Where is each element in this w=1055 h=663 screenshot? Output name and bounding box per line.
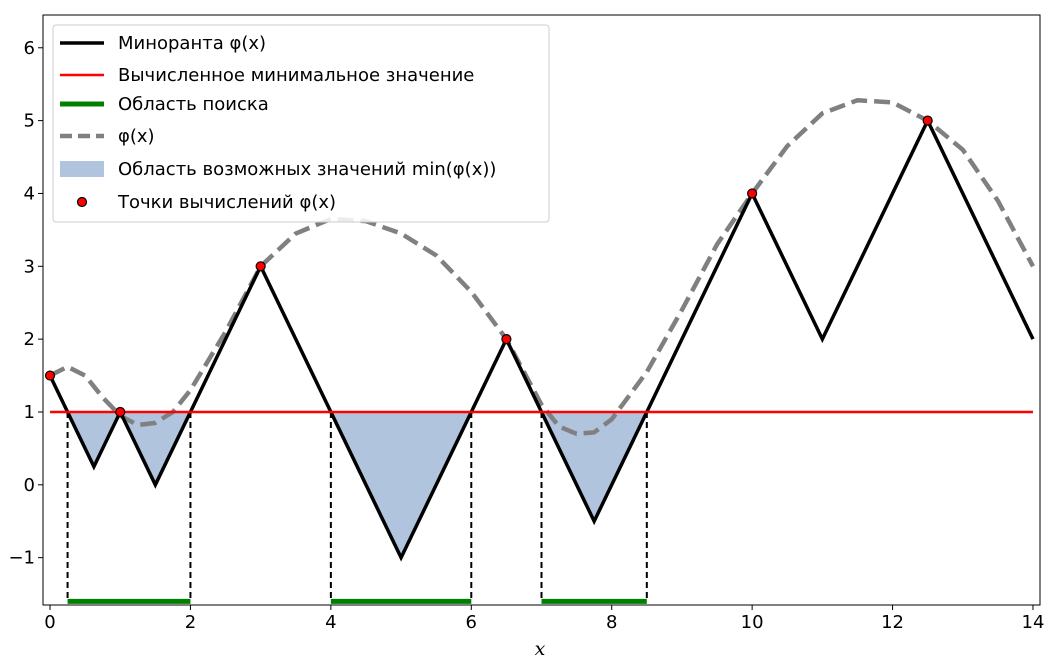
legend-label-minorant: Миноранта φ(x) xyxy=(118,33,266,54)
y-tick-label: 3 xyxy=(24,256,35,277)
y-tick-label: 1 xyxy=(24,402,35,423)
y-tick-label: 5 xyxy=(24,111,35,132)
legend: Миноранта φ(x) Вычисленное минимальное зн… xyxy=(52,24,550,223)
y-tick-label: 6 xyxy=(24,38,35,59)
x-tick-label: 10 xyxy=(741,612,764,633)
x-tick-label: 2 xyxy=(185,612,196,633)
evaluation-point-3 xyxy=(501,334,512,345)
x-tick-label: 8 xyxy=(606,612,617,633)
y-tick-label: 0 xyxy=(24,475,35,496)
x-tick-label: 14 xyxy=(1022,612,1045,633)
y-tick-label: −1 xyxy=(8,548,35,569)
legend-handle-region xyxy=(60,161,104,177)
x-tick-label: 6 xyxy=(466,612,477,633)
legend-label-points: Точки вычислений φ(x) xyxy=(117,192,336,213)
minorant-line xyxy=(48,116,1035,562)
legend-label-min-value: Вычисленное минимальное значение xyxy=(118,65,474,86)
legend-handle-points xyxy=(76,196,88,208)
feasible-region-2 xyxy=(330,411,472,558)
evaluation-point-2 xyxy=(255,261,266,272)
evaluation-point-1 xyxy=(115,406,126,418)
legend-label-phi: φ(x) xyxy=(118,126,155,147)
x-tick-label: 4 xyxy=(325,612,336,633)
x-tick-label: 0 xyxy=(44,612,55,633)
plot-area xyxy=(44,97,1035,604)
feasible-region-0 xyxy=(67,411,121,467)
legend-label-search: Область поиска xyxy=(118,94,269,115)
y-tick-label: 4 xyxy=(24,183,35,204)
evaluation-point-5 xyxy=(922,115,933,126)
x-tick-label: 12 xyxy=(881,612,904,633)
feasible-region-1 xyxy=(120,411,191,485)
legend-box xyxy=(52,24,550,223)
evaluation-point-4 xyxy=(747,188,758,199)
feasible-region-3 xyxy=(541,411,647,522)
x-axis-title: x xyxy=(535,638,546,660)
evaluation-point-0 xyxy=(44,370,56,381)
axes-frame xyxy=(42,14,1041,606)
y-tick-label: 2 xyxy=(24,329,35,350)
legend-label-region: Область возможных значений min(φ(x)) xyxy=(118,159,496,180)
